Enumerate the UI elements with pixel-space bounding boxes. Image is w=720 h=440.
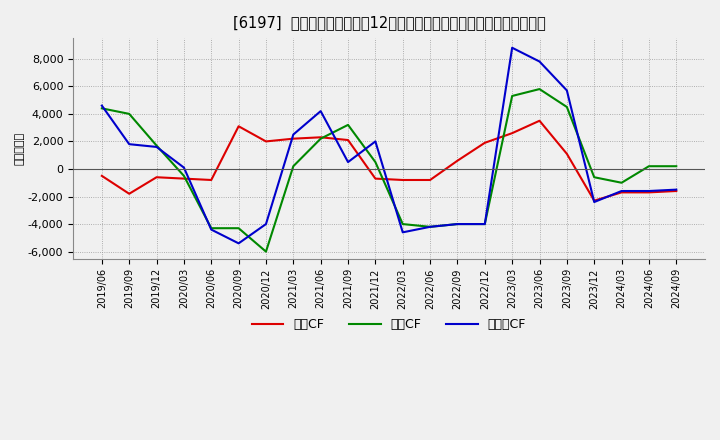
投資CF xyxy=(644,164,653,169)
フリーCF xyxy=(644,188,653,194)
フリーCF xyxy=(453,221,462,227)
営業CF xyxy=(644,190,653,195)
Line: フリーCF: フリーCF xyxy=(102,48,676,243)
投資CF xyxy=(453,221,462,227)
投資CF xyxy=(152,143,161,148)
フリーCF xyxy=(152,144,161,150)
投資CF xyxy=(316,136,325,141)
投資CF xyxy=(398,221,407,227)
営業CF xyxy=(97,173,106,179)
フリーCF xyxy=(672,187,680,192)
投資CF xyxy=(289,164,297,169)
投資CF xyxy=(590,175,598,180)
フリーCF xyxy=(97,103,106,108)
営業CF xyxy=(289,136,297,141)
投資CF xyxy=(508,93,516,99)
営業CF xyxy=(398,177,407,183)
営業CF xyxy=(125,191,133,196)
営業CF xyxy=(371,176,379,181)
営業CF xyxy=(562,151,571,157)
フリーCF xyxy=(289,132,297,137)
営業CF xyxy=(672,188,680,194)
投資CF xyxy=(234,226,243,231)
営業CF xyxy=(316,135,325,140)
投資CF xyxy=(480,221,489,227)
フリーCF xyxy=(617,188,626,194)
投資CF xyxy=(371,159,379,165)
営業CF xyxy=(508,131,516,136)
Title: [6197]  キャッシュフローの12か月移動合計の対前年同期増減額の推移: [6197] キャッシュフローの12か月移動合計の対前年同期増減額の推移 xyxy=(233,15,546,30)
投資CF xyxy=(343,122,352,128)
フリーCF xyxy=(562,88,571,93)
営業CF xyxy=(179,176,188,181)
Legend: 営業CF, 投資CF, フリーCF: 営業CF, 投資CF, フリーCF xyxy=(247,313,531,336)
投資CF xyxy=(617,180,626,185)
投資CF xyxy=(179,173,188,179)
投資CF xyxy=(261,249,270,254)
フリーCF xyxy=(480,221,489,227)
営業CF xyxy=(207,177,215,183)
投資CF xyxy=(426,224,434,230)
営業CF xyxy=(426,177,434,183)
営業CF xyxy=(480,140,489,146)
営業CF xyxy=(152,175,161,180)
フリーCF xyxy=(371,139,379,144)
営業CF xyxy=(617,190,626,195)
営業CF xyxy=(343,137,352,143)
営業CF xyxy=(590,198,598,203)
フリーCF xyxy=(125,142,133,147)
フリーCF xyxy=(535,59,544,64)
フリーCF xyxy=(508,45,516,51)
フリーCF xyxy=(426,224,434,230)
Line: 投資CF: 投資CF xyxy=(102,89,676,252)
営業CF xyxy=(535,118,544,123)
Y-axis label: （百万円）: （百万円） xyxy=(15,132,25,165)
フリーCF xyxy=(207,227,215,232)
投資CF xyxy=(97,106,106,111)
フリーCF xyxy=(261,221,270,227)
Line: 営業CF: 営業CF xyxy=(102,121,676,201)
投資CF xyxy=(125,111,133,117)
営業CF xyxy=(453,158,462,163)
フリーCF xyxy=(590,199,598,205)
フリーCF xyxy=(343,159,352,165)
営業CF xyxy=(261,139,270,144)
フリーCF xyxy=(234,241,243,246)
フリーCF xyxy=(398,230,407,235)
投資CF xyxy=(672,164,680,169)
投資CF xyxy=(562,104,571,110)
投資CF xyxy=(535,86,544,92)
フリーCF xyxy=(316,109,325,114)
投資CF xyxy=(207,226,215,231)
フリーCF xyxy=(179,165,188,170)
営業CF xyxy=(234,124,243,129)
